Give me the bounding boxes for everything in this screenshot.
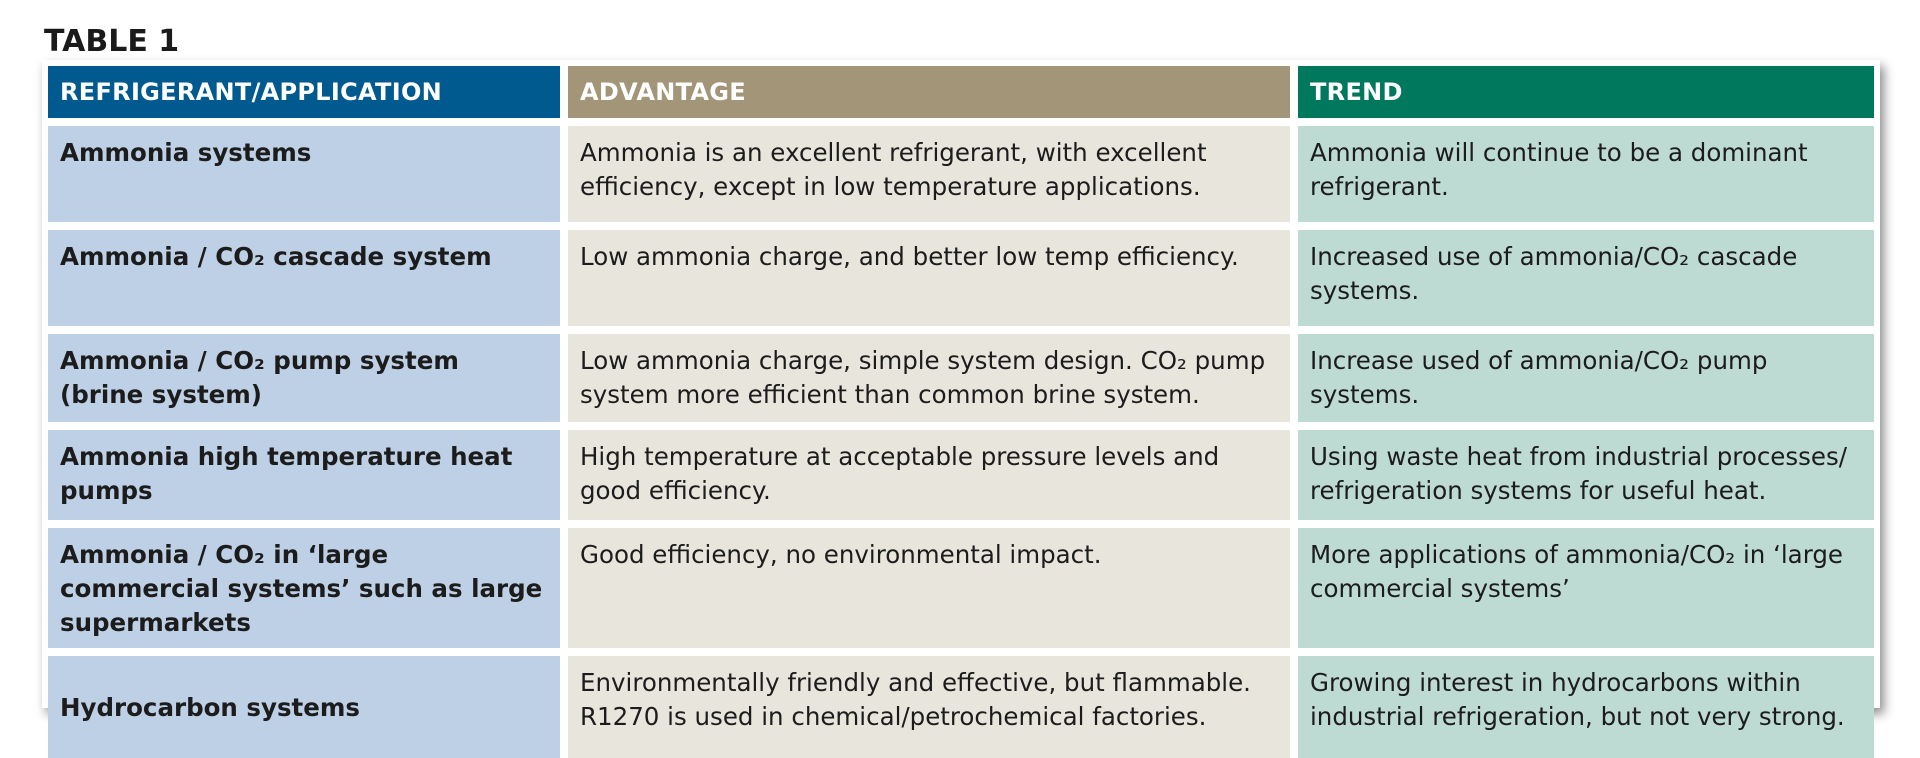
cell-trend: Increased use of ammonia/CO₂ cascade sys… — [1298, 230, 1874, 334]
cell-trend: Increase used of ammonia/CO₂ pump system… — [1298, 334, 1874, 430]
table-row: Ammonia high temperature heat pumps High… — [48, 430, 1874, 528]
cell-advantage: Good efficiency, no environmental impact… — [568, 528, 1298, 656]
table-row: Hydrocarbon systems Environmentally frie… — [48, 656, 1874, 758]
table-label: TABLE 1 — [44, 24, 180, 59]
cell-trend: Ammonia will continue to be a dominant r… — [1298, 126, 1874, 230]
cell-application: Ammonia / CO₂ pump system (brine system) — [48, 334, 568, 430]
cell-application: Ammonia systems — [48, 126, 568, 230]
cell-application: Ammonia / CO₂ in ‘large commercial syste… — [48, 528, 568, 656]
cell-advantage: High temperature at acceptable pressure … — [568, 430, 1298, 528]
cell-advantage: Low ammonia charge, and better low temp … — [568, 230, 1298, 334]
cell-application: Ammonia high temperature heat pumps — [48, 430, 568, 528]
cell-trend: Using waste heat from industrial process… — [1298, 430, 1874, 528]
table-row: Ammonia systems Ammonia is an excellent … — [48, 126, 1874, 230]
cell-advantage: Low ammonia charge, simple system design… — [568, 334, 1298, 430]
cell-advantage: Ammonia is an excellent refrigerant, wit… — [568, 126, 1298, 230]
table-row: Ammonia / CO₂ in ‘large commercial syste… — [48, 528, 1874, 656]
header-trend: TREND — [1298, 66, 1874, 126]
cell-advantage: Environmentally friendly and effective, … — [568, 656, 1298, 758]
cell-trend: Growing interest in hydrocarbons within … — [1298, 656, 1874, 758]
table-header-row: REFRIGERANT/APPLICATION ADVANTAGE TREND — [48, 66, 1874, 126]
table-row: Ammonia / CO₂ pump system (brine system)… — [48, 334, 1874, 430]
cell-application: Hydrocarbon systems — [48, 656, 568, 758]
refrigerant-table-container: REFRIGERANT/APPLICATION ADVANTAGE TREND … — [42, 60, 1880, 758]
header-refrigerant-application: REFRIGERANT/APPLICATION — [48, 66, 568, 126]
cell-application: Ammonia / CO₂ cascade system — [48, 230, 568, 334]
header-advantage: ADVANTAGE — [568, 66, 1298, 126]
cell-trend: More applications of ammonia/CO₂ in ‘lar… — [1298, 528, 1874, 656]
table-row: Ammonia / CO₂ cascade system Low ammonia… — [48, 230, 1874, 334]
refrigerant-table: REFRIGERANT/APPLICATION ADVANTAGE TREND … — [48, 66, 1874, 758]
